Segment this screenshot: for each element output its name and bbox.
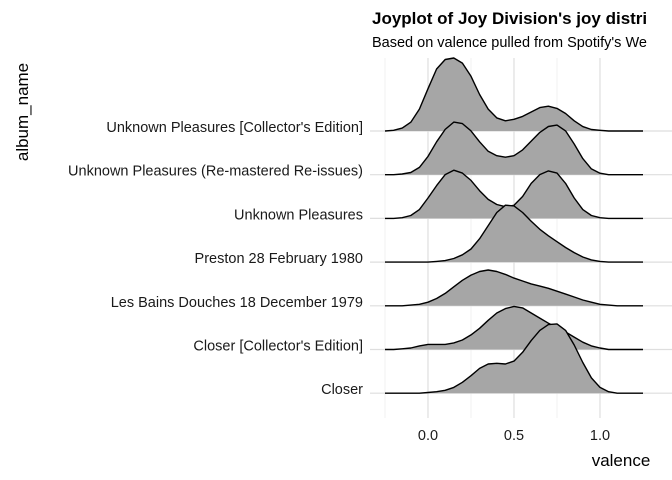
ridge-fill bbox=[385, 170, 643, 219]
ridge-fill bbox=[385, 306, 643, 350]
chart-subtitle: Based on valence pulled from Spotify's W… bbox=[372, 35, 647, 51]
ridge-fill bbox=[385, 122, 643, 175]
ridge-line bbox=[384, 57, 643, 132]
album-label: Unknown Pleasures [Collector's Edition] bbox=[106, 120, 363, 136]
album-label: Closer bbox=[321, 382, 363, 398]
ridge-line bbox=[385, 323, 643, 394]
album-labels: Unknown Pleasures [Collector's Edition] U… bbox=[68, 120, 363, 398]
album-label: Les Bains Douches 18 December 1979 bbox=[111, 295, 363, 311]
album-label: Unknown Pleasures (Re-mastered Re-issues… bbox=[68, 164, 363, 180]
ridges bbox=[384, 57, 643, 394]
x-axis-title: valence bbox=[592, 451, 651, 470]
ridge-line bbox=[385, 305, 643, 351]
y-axis-title: album_name bbox=[13, 63, 32, 161]
ridge-line bbox=[385, 269, 643, 307]
x-tick-labels: 0.0 0.5 1.0 bbox=[418, 428, 610, 444]
ridge-line bbox=[385, 204, 643, 263]
ridge-fill bbox=[385, 270, 643, 306]
ridge-fill bbox=[385, 58, 643, 131]
album-label: Preston 28 February 1980 bbox=[195, 251, 363, 267]
chart-title: Joyplot of Joy Division's joy distri bbox=[372, 9, 647, 28]
ridge-line bbox=[385, 121, 643, 176]
ridge-fill bbox=[385, 205, 643, 263]
x-tick-label: 0.5 bbox=[504, 428, 524, 444]
x-tick-label: 1.0 bbox=[590, 428, 610, 444]
album-label: Closer [Collector's Edition] bbox=[193, 339, 363, 355]
x-tick-label: 0.0 bbox=[418, 428, 438, 444]
album-label: Unknown Pleasures bbox=[234, 207, 363, 223]
ridge-fill bbox=[385, 323, 643, 394]
